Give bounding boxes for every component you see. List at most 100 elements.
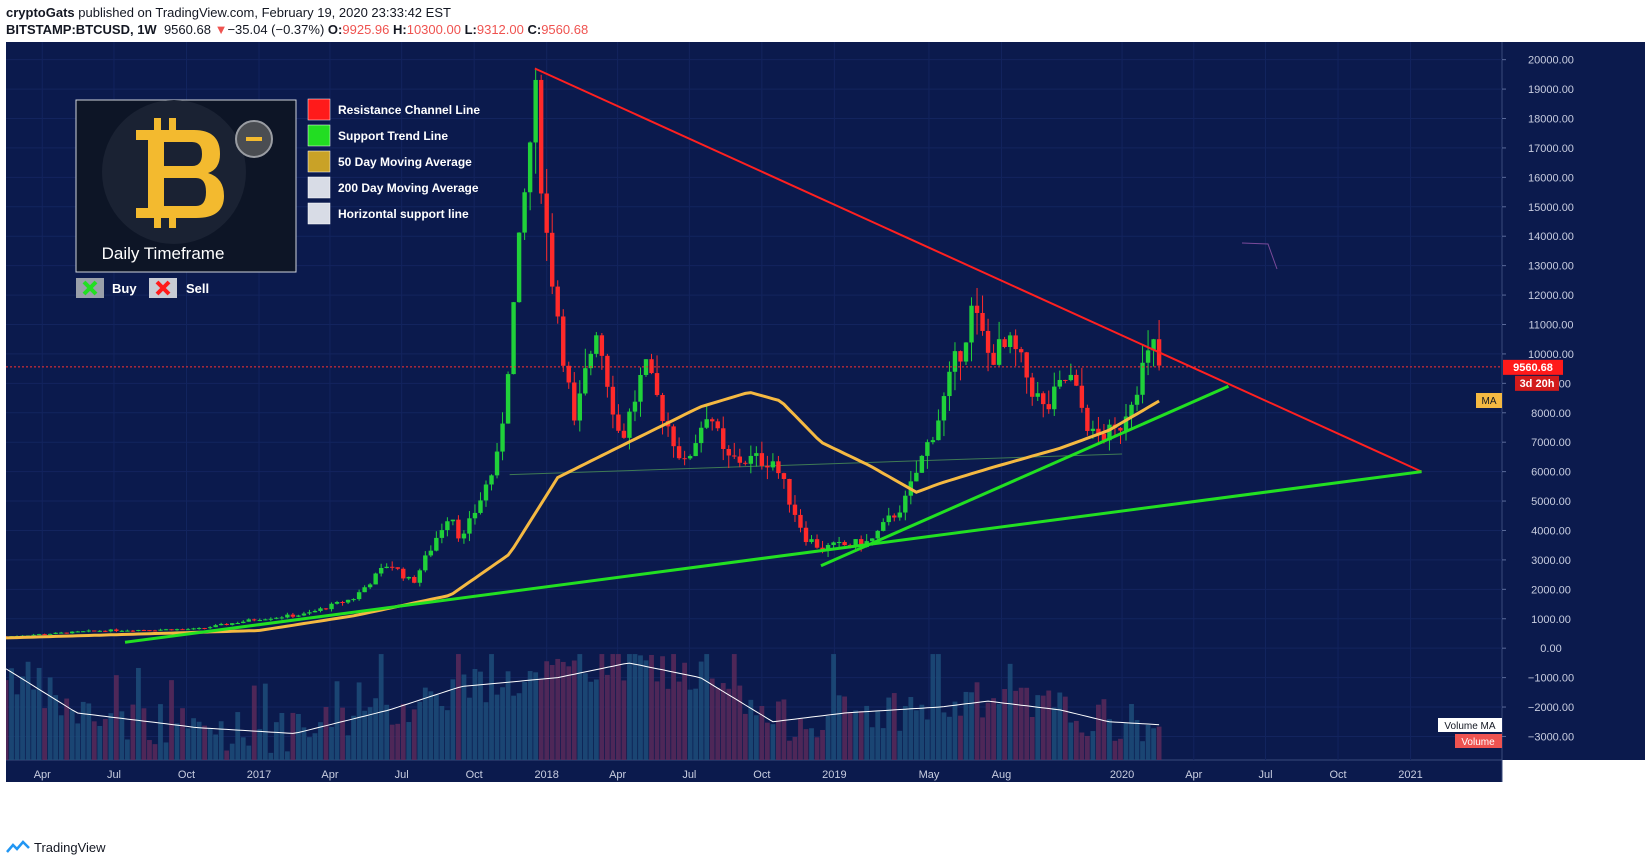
candle-body [423, 555, 428, 571]
candle-body [263, 619, 268, 621]
x-tick-label: Aug [992, 769, 1012, 781]
candle-body [356, 592, 362, 600]
x-tick-label: Apr [609, 769, 626, 781]
volume-bar [831, 654, 836, 760]
sell-button[interactable]: Sell [149, 278, 209, 298]
x-tick-label: Apr [321, 769, 338, 781]
volume-bar [759, 706, 765, 760]
volume-bar [533, 672, 539, 760]
close-value: 9560.68 [541, 22, 589, 37]
volume-bar [571, 660, 577, 760]
volume-bar [196, 721, 202, 760]
volume-bar [130, 704, 136, 760]
candle-body [583, 368, 588, 394]
down-arrow-icon: ▼ [214, 22, 228, 37]
candle-body [141, 629, 147, 631]
candle-body [605, 355, 610, 387]
minus-icon[interactable] [235, 120, 273, 158]
volume-bar [296, 713, 301, 760]
volume-bar [31, 689, 36, 760]
volume-bar [764, 722, 770, 760]
candle-body [70, 631, 75, 634]
volume-bar [527, 671, 533, 760]
volume-bar [467, 697, 472, 760]
candle-body [1018, 349, 1024, 353]
volume-bar [693, 688, 699, 760]
volume-bar [75, 723, 81, 760]
volume-bar [422, 687, 428, 760]
resistance-line [534, 67, 1422, 473]
candle-body [599, 335, 605, 356]
footer: TradingView [6, 836, 106, 858]
candle-body [770, 461, 776, 468]
candle-body [1085, 407, 1090, 431]
volume-bar [654, 681, 660, 760]
volume-bar [207, 728, 213, 760]
candle-body [776, 461, 781, 474]
candle-body [836, 542, 842, 544]
candle-body [390, 566, 395, 568]
candle-body [64, 632, 69, 634]
symbol-label[interactable]: BITSTAMP:BTCUSD, 1W [6, 22, 157, 37]
candle-body [323, 608, 329, 610]
author[interactable]: cryptoGats [6, 5, 75, 20]
volume-bar [180, 708, 185, 760]
x-tick-label: Apr [1185, 769, 1202, 781]
volume-bar [340, 707, 345, 760]
candle-body [621, 430, 627, 438]
volume-bar [1101, 699, 1107, 760]
candle-body [875, 530, 880, 539]
volume-bar [991, 698, 996, 760]
candle-body [1101, 433, 1107, 441]
volume-bar [362, 710, 368, 760]
candle-body [842, 542, 847, 546]
candle-body [345, 599, 351, 603]
time-axis[interactable]: Apr Jul Oct 2017 Apr Jul Oct 2018 Apr Jul Oct 2019 M… [34, 769, 1423, 781]
y-tick-label: 18000.00 [1528, 114, 1574, 126]
candle-body [654, 373, 660, 396]
candle-body [809, 539, 814, 542]
candle-body [721, 428, 726, 449]
tradingview-logo-icon[interactable] [6, 840, 30, 854]
legend-label: Horizontal support line [338, 207, 469, 221]
candle-body [252, 619, 257, 621]
volume-bar [1145, 724, 1151, 760]
candle-body [86, 630, 91, 632]
sell-label: Sell [186, 281, 209, 296]
high-value: 10300.00 [406, 22, 461, 37]
footer-brand[interactable]: TradingView [34, 839, 106, 855]
candle-body [180, 629, 185, 631]
candle-body [1107, 424, 1112, 441]
candle-body [974, 305, 980, 313]
candle-body [1123, 416, 1129, 431]
price-chart[interactable]: 20000.00 19000.00 18000.00 17000.00 16000.00… [6, 42, 1645, 832]
volume-bar [582, 673, 588, 760]
volume-bar [406, 722, 412, 760]
volume-bar [1084, 735, 1090, 760]
candle-body [329, 603, 334, 610]
volume-bar [450, 679, 456, 760]
candle-body [152, 630, 158, 632]
y-tick-label: 14000.00 [1528, 231, 1574, 243]
candle-body [522, 192, 527, 233]
candle-body [903, 495, 908, 513]
candle-body [312, 610, 318, 613]
candle-body [169, 629, 174, 631]
low-label: L: [464, 22, 477, 37]
candle-body [114, 629, 119, 631]
candle-body [75, 631, 80, 633]
y-tick-label: 5000.00 [1531, 496, 1571, 508]
volume-ma-line [6, 662, 1160, 734]
countdown-value: 3d 20h [1520, 378, 1555, 390]
volume-bar [240, 737, 246, 760]
y-tick-label: −2000.00 [1528, 702, 1574, 714]
volume-bar [836, 695, 842, 760]
buy-button[interactable]: Buy [76, 278, 137, 298]
volume-bar [53, 695, 59, 760]
volume-bar [301, 727, 307, 760]
volume-bar [649, 654, 654, 760]
volume-bar [1035, 695, 1041, 760]
candle-body [1090, 428, 1096, 431]
volume-bar [1007, 663, 1013, 760]
volume-bar [202, 725, 208, 760]
